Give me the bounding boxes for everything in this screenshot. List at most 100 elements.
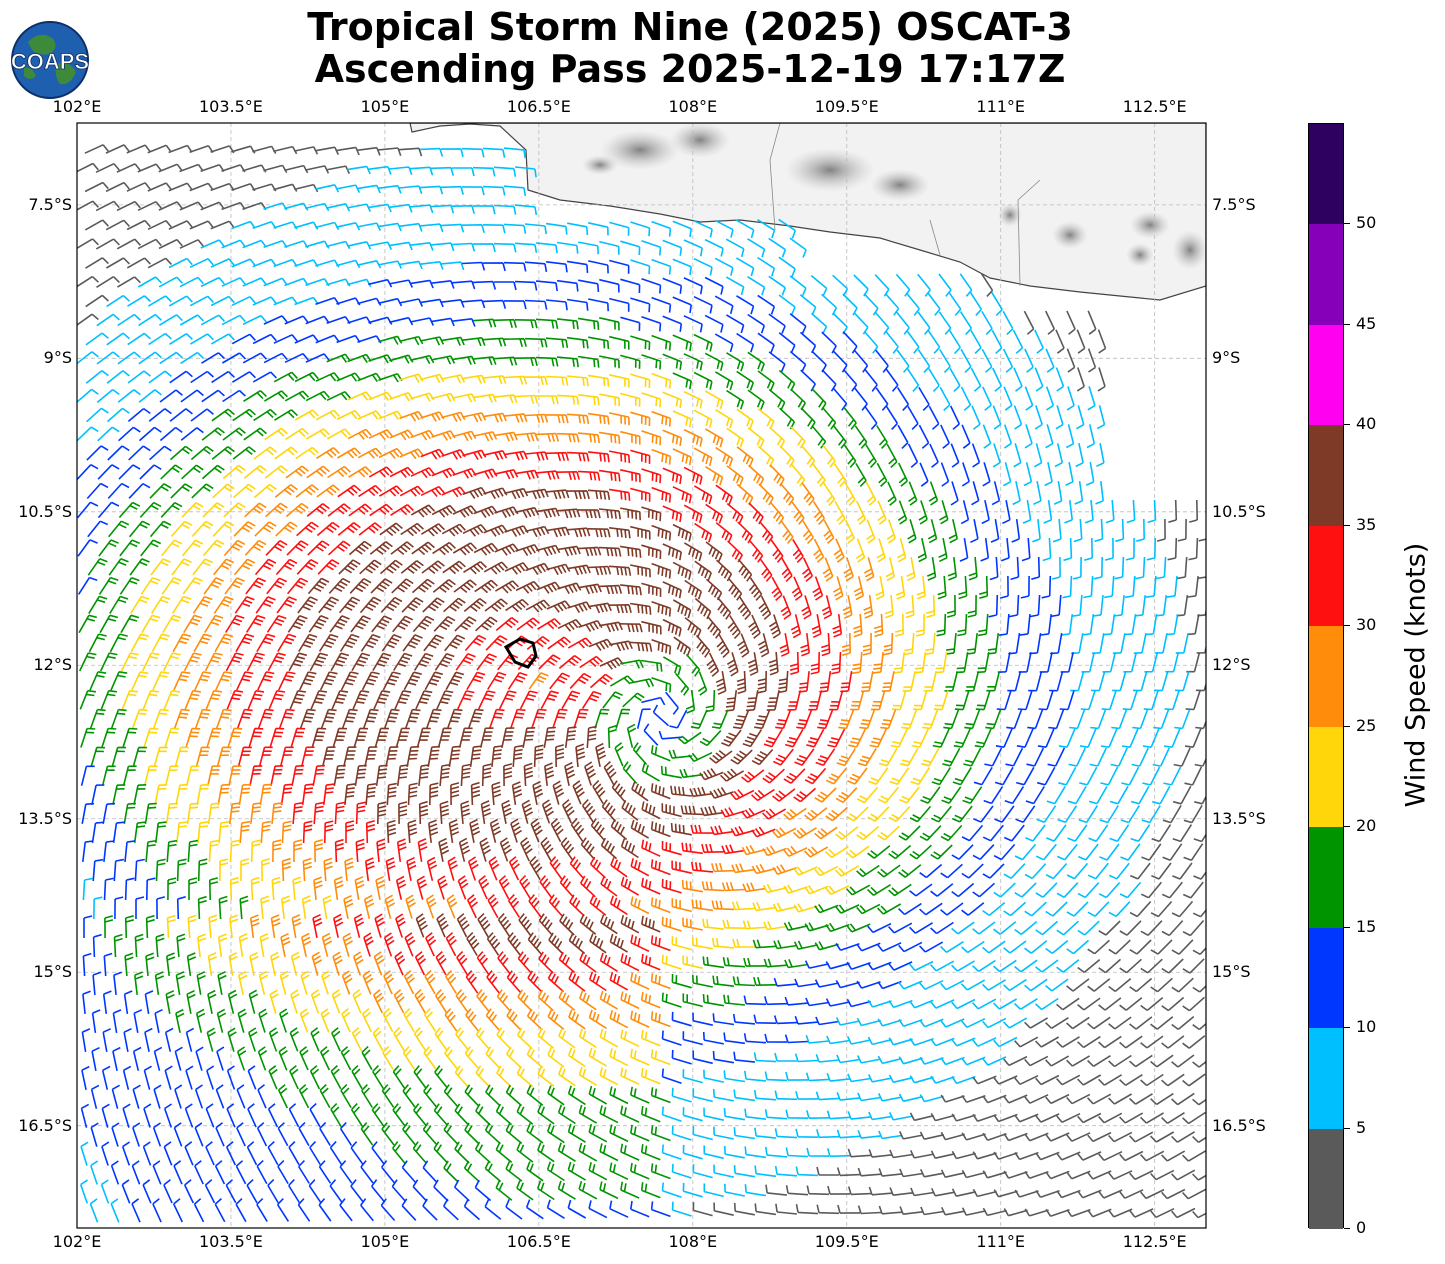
wind-barb — [683, 239, 703, 257]
wind-barb — [640, 1029, 661, 1047]
wind-barb — [1024, 1055, 1049, 1067]
wind-barb — [609, 675, 634, 687]
wind-barb — [1097, 367, 1106, 392]
wind-barb — [557, 1142, 576, 1162]
wind-barb — [590, 818, 606, 842]
wind-barbs — [77, 144, 1206, 1223]
wind-barb — [321, 746, 336, 767]
wind-barb — [87, 520, 109, 538]
wind-barb — [1194, 795, 1206, 805]
wind-barb — [1024, 386, 1034, 411]
wind-barb — [128, 483, 151, 499]
wind-barb — [620, 316, 641, 331]
wind-barb — [129, 558, 150, 576]
wind-barb — [145, 840, 157, 863]
wind-barb — [86, 407, 109, 423]
wind-barb — [100, 689, 118, 710]
wind-barb — [609, 1086, 629, 1105]
wind-barb — [1130, 785, 1150, 805]
lat-tick-label-left: 10.5°S — [18, 501, 72, 521]
wind-barb — [164, 1027, 174, 1052]
wind-barb — [1076, 405, 1085, 430]
wind-barb — [547, 1008, 565, 1030]
wind-barb — [609, 1200, 629, 1218]
wind-barb — [641, 915, 661, 933]
wind-barb — [292, 802, 304, 825]
colorbar-tick-mark — [1344, 424, 1350, 426]
wind-barb — [735, 219, 755, 239]
wind-barb — [434, 989, 448, 1013]
wind-barb — [319, 671, 338, 691]
wind-barb — [265, 502, 288, 518]
wind-barb — [650, 1011, 671, 1028]
wind-barb — [452, 393, 477, 403]
wind-barb — [587, 565, 612, 576]
wind-barb — [411, 541, 435, 556]
wind-barb — [176, 821, 188, 843]
wind-barb — [470, 781, 481, 806]
wind-barb — [953, 728, 971, 748]
wind-barb — [318, 1160, 332, 1184]
wind-barb — [1035, 959, 1059, 973]
wind-barb — [473, 505, 498, 518]
wind-barb — [661, 1106, 682, 1122]
wind-barb — [516, 1180, 534, 1201]
wind-barb — [640, 1144, 661, 1161]
cloud-patch — [600, 130, 680, 170]
wind-barb — [1132, 709, 1149, 730]
wind-barb — [390, 541, 414, 556]
wind-barb — [362, 708, 379, 729]
colorbar-tick-label: 45 — [1356, 313, 1377, 333]
wind-barb — [599, 657, 624, 670]
wind-barb — [1049, 671, 1064, 692]
wind-barb — [671, 860, 692, 874]
wind-barb — [538, 913, 554, 937]
wind-barb — [1150, 977, 1173, 993]
wind-barb — [169, 408, 193, 422]
wind-barb — [773, 939, 798, 950]
wind-barb — [138, 426, 162, 442]
wind-barb — [758, 520, 774, 544]
wind-barb — [444, 1008, 458, 1032]
wind-barb — [723, 1032, 746, 1045]
wind-barb — [1092, 595, 1104, 617]
wind-barb — [124, 952, 134, 977]
wind-barb — [77, 200, 99, 211]
wind-barb — [1036, 766, 1056, 786]
wind-barb — [1156, 556, 1167, 580]
wind-barb — [822, 557, 834, 582]
wind-barb — [188, 877, 198, 900]
wind-barb — [815, 1054, 839, 1063]
wind-barb — [323, 857, 333, 882]
wind-barb — [875, 387, 889, 411]
wind-barb — [652, 704, 670, 727]
wind-barb — [252, 220, 277, 230]
wind-barb — [795, 1204, 819, 1215]
wind-barb — [1026, 747, 1045, 767]
wind-barb — [90, 1084, 100, 1109]
wind-barb — [189, 182, 214, 192]
wind-barb — [147, 257, 172, 269]
wind-barb — [757, 445, 775, 468]
wind-barb — [1175, 633, 1189, 654]
wind-barb — [519, 690, 538, 710]
wind-barb — [906, 368, 920, 392]
wind-barb — [891, 690, 907, 711]
wind-barb — [96, 388, 120, 404]
wind-barb — [454, 1103, 470, 1126]
wind-barb — [390, 504, 414, 516]
wind-barb — [182, 577, 203, 595]
wind-barb — [487, 894, 499, 919]
wind-barb — [112, 821, 125, 844]
wind-barb — [242, 164, 267, 173]
wind-barb — [1067, 785, 1087, 805]
wind-barb — [793, 866, 818, 876]
wind-barb — [235, 1198, 247, 1223]
wind-barb — [909, 960, 934, 972]
wind-barb — [440, 261, 465, 271]
wind-barb — [661, 1030, 682, 1046]
wind-barb — [515, 543, 540, 557]
wind-barb — [611, 780, 627, 804]
wind-barb — [1140, 1073, 1164, 1087]
